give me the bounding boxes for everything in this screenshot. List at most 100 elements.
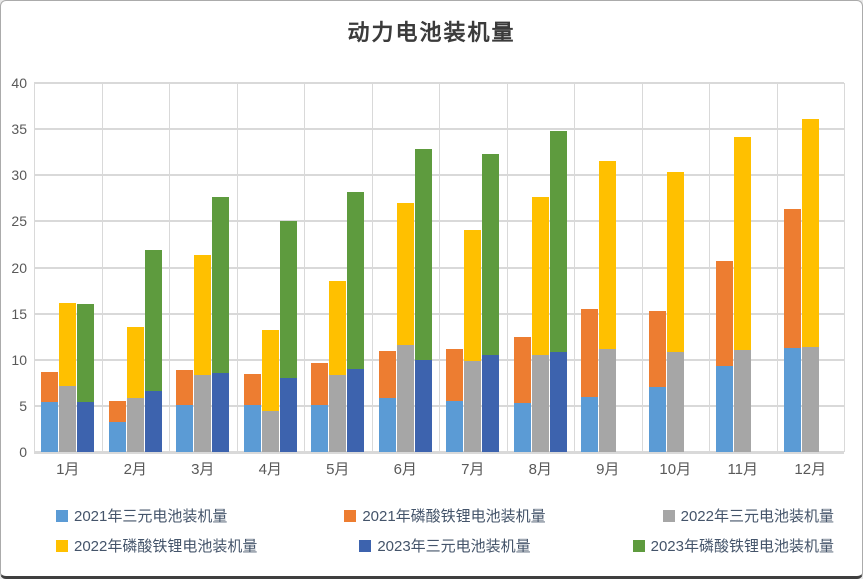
bar-segment	[212, 372, 230, 452]
gridline-v	[641, 83, 643, 452]
x-axis-label: 11月	[727, 461, 759, 478]
bar-stack-2022	[396, 83, 414, 452]
bar-segment	[666, 171, 684, 353]
x-axis-label: 3月	[191, 461, 215, 478]
y-tick-label: 30	[11, 167, 27, 184]
x-axis-label: 8月	[528, 461, 552, 478]
x-axis-line	[34, 451, 844, 454]
x-axis-label: 10月	[659, 461, 692, 478]
bar-segment	[599, 348, 617, 452]
bar-stack-2021	[378, 83, 396, 452]
bar-stack-2022	[801, 83, 819, 452]
gridline-v	[709, 83, 710, 452]
x-axis-label: 6月	[393, 461, 417, 478]
y-tick-label: 15	[11, 305, 27, 322]
gridline-v	[371, 83, 373, 452]
bar-segment	[126, 397, 144, 452]
x-axis-label: 12月	[794, 461, 827, 478]
bar-segment	[108, 401, 126, 423]
bar-stack-2021	[176, 83, 194, 452]
bar-segment	[194, 254, 212, 376]
bar-stack-2022	[261, 83, 279, 452]
bar-stack-2022	[126, 83, 144, 452]
bar-segment	[716, 261, 734, 367]
bar-segment	[279, 378, 297, 452]
x-axis: 1月 2月 3月 4月 5月 6月 7月 8月 9月 10月 11月 12月	[34, 458, 844, 479]
bar-stack-2021	[446, 83, 464, 452]
bar-stack-2022	[531, 83, 549, 452]
bar-segment	[126, 326, 144, 398]
bar-segment	[531, 197, 549, 356]
bar-stack-2023	[617, 83, 634, 452]
legend-item: 2022年三元电池装机量	[662, 505, 834, 526]
bar-stack-2022	[599, 83, 617, 452]
legend-swatch-icon	[632, 539, 645, 552]
bar-segment	[261, 410, 279, 452]
bar-segment	[378, 397, 396, 452]
gridline-v	[101, 83, 103, 452]
gridline-v	[574, 83, 575, 452]
bar-segment	[176, 404, 194, 452]
x-axis-label: 1月	[56, 461, 80, 478]
bar-stack-2023	[549, 83, 567, 452]
bar-segment	[144, 249, 162, 392]
x-axis-label: 9月	[596, 461, 620, 478]
bar-segment	[464, 360, 482, 452]
bar-segment	[261, 330, 279, 411]
bar-segment	[347, 368, 365, 452]
bar-segment	[59, 385, 77, 452]
y-tick-label: 25	[11, 213, 27, 230]
bar-cluster-2月	[102, 83, 170, 452]
legend-label: 2022年三元电池装机量	[680, 508, 834, 525]
bar-segment	[666, 352, 684, 452]
bar-segment	[77, 402, 95, 452]
bar-segment	[59, 302, 77, 386]
legend-label: 2021年磷酸铁锂电池装机量	[362, 508, 546, 525]
bar-cluster-3月	[169, 83, 237, 452]
bar-stack-2023	[347, 83, 365, 452]
legend-swatch-icon	[359, 539, 372, 552]
bar-cluster-5月	[304, 83, 372, 452]
legend-item: 2023年磷酸铁锂电池装机量	[632, 535, 834, 556]
bar-segment	[783, 209, 801, 348]
plot-area	[34, 82, 845, 454]
bar-cluster-12月	[777, 83, 845, 452]
bar-stack-2022	[734, 83, 752, 452]
bar-segment	[446, 348, 464, 402]
bar-segment	[329, 281, 347, 375]
bar-stack-2022	[194, 83, 212, 452]
bar-stack-2023	[414, 83, 432, 452]
legend-swatch-icon	[56, 509, 68, 522]
gridline-v	[439, 83, 440, 452]
bar-segment	[243, 373, 261, 405]
bar-stack-2023	[482, 83, 500, 452]
bar-segment	[414, 149, 432, 360]
y-tick-label: 40	[11, 75, 27, 91]
bar-segment	[378, 350, 396, 398]
legend-swatch-icon	[344, 509, 357, 522]
y-tick-label: 35	[11, 121, 27, 138]
y-tick-label: 10	[11, 351, 27, 368]
legend-label: 2022年磷酸铁锂电池装机量	[74, 538, 258, 555]
bar-stack-2021	[513, 83, 531, 452]
legend-item: 2022年磷酸铁锂电池装机量	[56, 535, 257, 556]
legend-row-1: 2021年三元电池装机量 2021年磷酸铁锂电池装机量 2022年三元电池装机量	[56, 505, 834, 526]
bar-segment	[581, 396, 599, 452]
bar-segment	[581, 309, 599, 397]
bar-segment	[734, 349, 752, 452]
legend-item: 2021年磷酸铁锂电池装机量	[344, 505, 546, 526]
bar-segment	[801, 346, 819, 452]
bar-segment	[783, 347, 801, 452]
gridline-v	[506, 83, 508, 452]
gridline-v	[776, 83, 778, 452]
bar-stack-2021	[648, 83, 666, 452]
bar-stack-2021	[581, 83, 599, 452]
legend-swatch-icon	[662, 509, 675, 522]
bar-clusters	[34, 83, 844, 452]
bar-segment	[77, 304, 95, 403]
bar-segment	[396, 345, 414, 452]
bar-cluster-1月	[34, 83, 102, 452]
bar-segment	[243, 404, 261, 452]
gridline-v	[304, 83, 305, 452]
bar-cluster-9月	[574, 83, 642, 452]
